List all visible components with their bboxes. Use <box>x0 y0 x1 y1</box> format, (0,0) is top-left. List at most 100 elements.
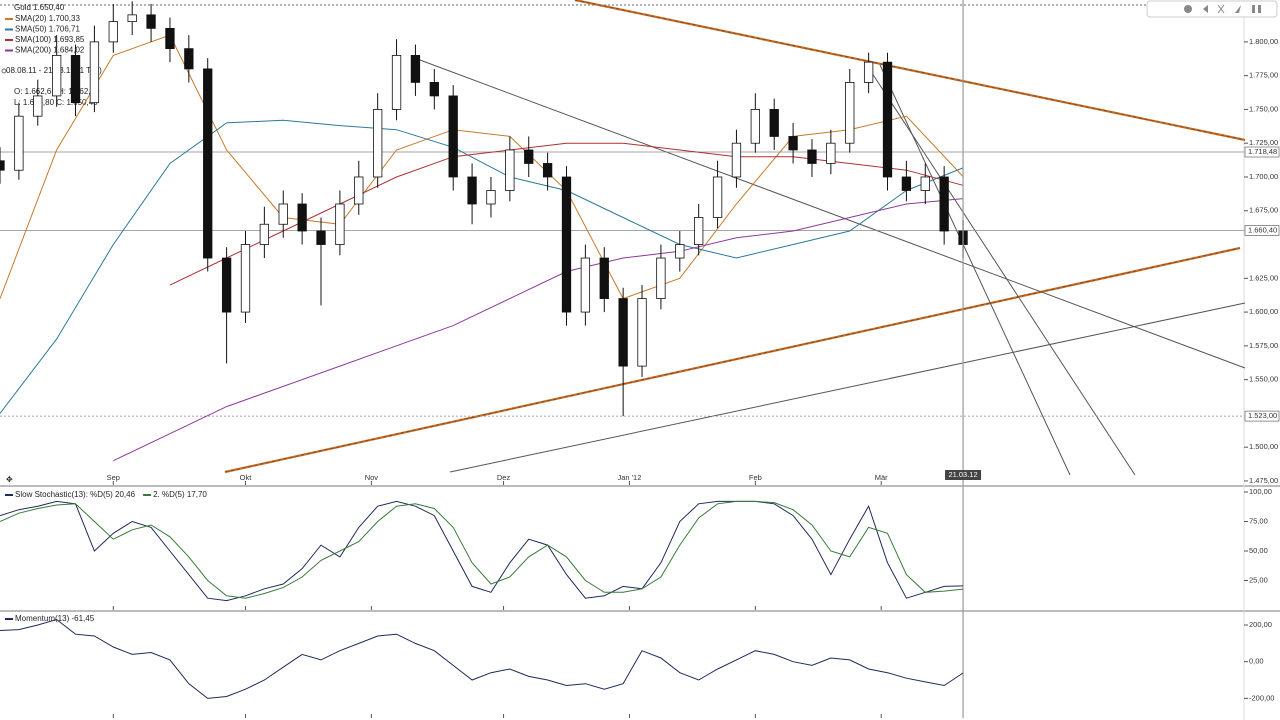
toolbar-icon[interactable] <box>1203 5 1208 13</box>
candle-body <box>335 203 345 245</box>
candle-body <box>882 61 893 178</box>
y-tick-label: 1.500,00 <box>1249 442 1278 451</box>
candle-body <box>467 176 477 205</box>
y-tick-label: 1.750,00 <box>1249 104 1278 113</box>
candle-body <box>788 136 798 151</box>
candle-body <box>429 82 439 97</box>
y-tick-label: 1.700,00 <box>1249 172 1278 181</box>
price-marker-label: 1.718,48 <box>1248 147 1277 156</box>
trend-line <box>449 302 1246 473</box>
cursor-label: 21.03.12 <box>948 470 977 479</box>
candle-body <box>505 149 515 191</box>
candle-body <box>184 48 194 70</box>
chart-title: Gold 1.650,40 <box>14 3 65 12</box>
y-tick-label: 1.550,00 <box>1249 375 1278 384</box>
candle-body <box>524 149 534 164</box>
candle-body <box>486 190 496 205</box>
candle-body <box>240 244 251 313</box>
candle-body <box>769 109 779 137</box>
candle-body <box>542 163 553 178</box>
toolbar-icon[interactable] <box>1217 4 1225 14</box>
candle-body <box>826 142 836 164</box>
candle-body <box>845 82 855 144</box>
series-line <box>113 198 964 462</box>
trend-line <box>419 59 1246 369</box>
candle-body <box>580 257 591 313</box>
candle-body <box>14 115 24 171</box>
y-tick-label: 1.675,00 <box>1249 206 1278 215</box>
ohlc-info: L: 1.646,80 C: 1.650,40 <box>14 98 98 107</box>
y-tick-label: 1.600,00 <box>1249 307 1278 316</box>
legend-label: SMA(100) 1.693,85 <box>15 35 85 44</box>
x-tick-label: Nov <box>365 473 379 482</box>
legend-label: Slow Stochastic(13): %D(5) 20,46 <box>15 490 136 499</box>
y-tick-label: 25,00 <box>1249 575 1268 584</box>
trend-lines <box>224 0 1246 476</box>
y-tick-label: 0,00 <box>1249 657 1264 666</box>
x-tick-label: Jan '12 <box>617 473 641 482</box>
toolbar-icon[interactable] <box>1252 5 1255 13</box>
x-tick-label: Dez <box>497 473 511 482</box>
candle-body <box>391 54 402 110</box>
series-line <box>0 34 964 300</box>
trend-line <box>869 69 1136 476</box>
price-marker-box <box>1244 410 1280 422</box>
candle-body <box>373 109 383 178</box>
candle-body <box>637 298 647 367</box>
candle-body <box>146 14 156 29</box>
y-tick-label: 1.775,00 <box>1249 71 1278 80</box>
candle-body <box>656 257 666 299</box>
y-tick-label: 50,00 <box>1249 546 1268 555</box>
candle-body <box>165 27 175 50</box>
candle-body <box>410 54 421 83</box>
y-tick-label: 1.800,00 <box>1249 37 1278 46</box>
legend-label: 2. %D(5) 17,70 <box>153 490 207 499</box>
candle-body <box>618 298 628 367</box>
candle-body <box>448 95 458 178</box>
y-tick-label: 100,00 <box>1249 487 1272 496</box>
candle-body <box>712 176 723 218</box>
candle-body <box>694 217 704 245</box>
move-icon[interactable]: ✥ <box>6 475 13 484</box>
candle-body <box>108 21 118 43</box>
x-tick-label: Sep <box>107 473 120 482</box>
candle-body <box>0 160 5 171</box>
candle-body <box>259 223 270 245</box>
candle-body <box>221 257 232 313</box>
toolbar-icon[interactable] <box>1235 5 1241 13</box>
series-line <box>0 500 964 599</box>
legend-label: SMA(200) 1.684,02 <box>15 46 85 55</box>
y-tick-label: 1.575,00 <box>1249 341 1278 350</box>
toolbar <box>1146 0 1278 18</box>
legend-label: Momentum(13) -61,45 <box>15 614 95 623</box>
candle-body <box>901 176 912 191</box>
trend-line <box>224 247 1241 473</box>
y-tick-label: 1.475,00 <box>1249 476 1278 485</box>
candle-body <box>939 176 949 232</box>
legend-label: SMA(50) 1.706,71 <box>15 25 80 34</box>
y-tick-label: 200,00 <box>1249 620 1272 629</box>
price-marker-box <box>1244 146 1280 158</box>
x-tick-label: Okt <box>240 473 253 482</box>
candle-body <box>750 109 760 144</box>
candle-body <box>297 203 307 232</box>
candle-body <box>561 176 572 313</box>
legend-label: SMA(20) 1.700,33 <box>15 14 80 23</box>
trend-line <box>574 0 1246 141</box>
candle-body <box>316 230 326 245</box>
candle-body <box>599 257 609 299</box>
candle-body <box>52 54 62 97</box>
y-tick-label: -200,00 <box>1249 693 1274 702</box>
toolbar-icon[interactable] <box>1258 5 1261 13</box>
candle-body <box>203 68 213 259</box>
candle-body <box>863 61 874 83</box>
candle-body <box>920 176 930 191</box>
toolbar-icon[interactable] <box>1184 5 1192 13</box>
x-tick-label: Mär <box>875 473 888 482</box>
y-tick-label: 1.725,00 <box>1249 138 1278 147</box>
candle-body <box>127 14 137 23</box>
candle-body <box>354 176 364 205</box>
series-line <box>0 618 964 699</box>
